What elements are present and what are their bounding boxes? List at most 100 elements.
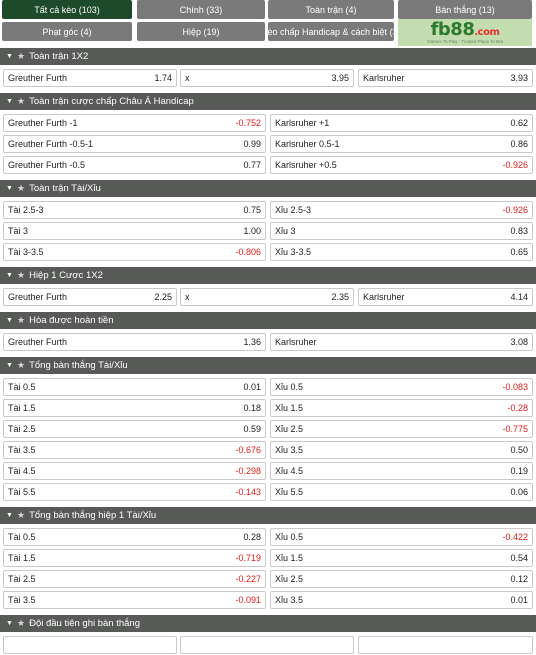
odds-value: -0.227 [235,574,261,584]
odds-cell[interactable]: Tài 4.5 -0.298 [3,462,266,480]
odds-cell[interactable]: Tài 2.5-3 0.75 [3,201,266,219]
market-header[interactable]: ▼ ★ Toàn trận cược chấp Châu Á Handicap [0,93,536,110]
star-icon[interactable]: ★ [17,183,26,193]
selection-label: Karlsruher +1 [275,118,330,128]
odds-cell[interactable]: Xỉu 0.5 -0.083 [270,378,533,396]
odds-cell[interactable]: Xỉu 2.5 0.12 [270,570,533,588]
odds-cell[interactable]: Xỉu 4.5 0.19 [270,462,533,480]
tab-6[interactable]: Kèo chấp Handicap & cách biệt (3) [268,22,394,41]
star-icon[interactable]: ★ [17,270,26,280]
fb88-logo[interactable]: fb88.com Games To Play · Trusted Place To… [398,19,532,46]
odds-value: 0.28 [243,532,261,542]
tab-0[interactable]: Tất cả kèo (103) [2,0,132,19]
odds-cell[interactable]: Xỉu 3.5 0.50 [270,441,533,459]
odds-cell[interactable] [180,636,354,654]
selection-label: Xỉu 3 [275,226,296,236]
selection-label: Xỉu 3.5 [275,595,304,605]
odds-cell[interactable]: x 3.95 [180,69,354,87]
star-icon[interactable]: ★ [17,315,26,325]
odds-value: 3.93 [510,73,528,83]
tab-4[interactable]: Phạt góc (4) [2,22,132,41]
market-header[interactable]: ▼ ★ Toàn trận Tài/Xỉu [0,180,536,197]
odds-cell[interactable]: Tài 0.5 0.28 [3,528,266,546]
market-header[interactable]: ▼ ★ Toàn trận 1X2 [0,48,536,65]
odds-value: -0.926 [502,205,528,215]
selection-label: Karlsruher [363,73,405,83]
star-icon[interactable]: ★ [17,618,26,628]
odds-cell[interactable]: Karlsruher +1 0.62 [270,114,533,132]
star-icon[interactable]: ★ [17,51,26,61]
odds-value: 4.14 [510,292,528,302]
odds-value: 0.01 [510,595,528,605]
odds-value: -0.719 [235,553,261,563]
selection-label: Xỉu 2.5 [275,424,304,434]
odds-cell[interactable]: Xỉu 2.5-3 -0.926 [270,201,533,219]
odds-cell[interactable]: Karlsruher 3.08 [270,333,533,351]
odds-cell[interactable]: Greuther Furth -0.5 0.77 [3,156,266,174]
odds-cell[interactable]: Tài 1.5 -0.719 [3,549,266,567]
odds-cell[interactable]: Xỉu 3.5 0.01 [270,591,533,609]
odds-value: -0.143 [235,487,261,497]
market-header[interactable]: ▼ ★ Tổng bàn thắng Tài/Xỉu [0,357,536,374]
selection-label: Tài 4.5 [8,466,36,476]
star-icon[interactable]: ★ [17,96,26,106]
caret-down-icon[interactable]: ▼ [6,98,13,105]
caret-down-icon[interactable]: ▼ [6,185,13,192]
odds-cell[interactable]: Karlsruher 4.14 [358,288,533,306]
odds-cell[interactable]: Tài 3 1.00 [3,222,266,240]
selection-label: Tài 2.5 [8,424,36,434]
caret-down-icon[interactable]: ▼ [6,512,13,519]
odds-value: 0.86 [510,139,528,149]
odds-cell[interactable]: Greuther Furth -0.5-1 0.99 [3,135,266,153]
caret-down-icon[interactable]: ▼ [6,317,13,324]
odds-cell[interactable]: Tài 3-3.5 -0.806 [3,243,266,261]
star-icon[interactable]: ★ [17,510,26,520]
caret-down-icon[interactable]: ▼ [6,362,13,369]
caret-down-icon[interactable]: ▼ [6,53,13,60]
odds-cell[interactable]: Greuther Furth 1.74 [3,69,177,87]
odds-cell[interactable]: Xỉu 0.5 -0.422 [270,528,533,546]
odds-cell[interactable]: Tài 5.5 -0.143 [3,483,266,501]
tab-1[interactable]: Chính (33) [137,0,265,19]
market-header[interactable]: ▼ ★ Hiệp 1 Cược 1X2 [0,267,536,284]
odds-cell[interactable]: Tài 0.5 0.01 [3,378,266,396]
odds-cell[interactable]: x 2.35 [180,288,354,306]
odds-value: 0.62 [510,118,528,128]
odds-cell[interactable]: Karlsruher +0.5 -0.926 [270,156,533,174]
odds-cell[interactable]: Tài 1.5 0.18 [3,399,266,417]
odds-cell[interactable]: Xỉu 1.5 0.54 [270,549,533,567]
odds-cell[interactable]: Xỉu 1.5 -0.28 [270,399,533,417]
market-header[interactable]: ▼ ★ Hòa được hoàn tiền [0,312,536,329]
market-header[interactable]: ▼ ★ Đội đầu tiên ghi bàn thắng [0,615,536,632]
odds-cell[interactable]: Tài 3.5 -0.676 [3,441,266,459]
tab-2[interactable]: Toàn trận (4) [268,0,394,19]
caret-down-icon[interactable]: ▼ [6,620,13,627]
odds-value: 0.12 [510,574,528,584]
selection-label: Xỉu 3-3.5 [275,247,312,257]
odds-cell[interactable]: Xỉu 2.5 -0.775 [270,420,533,438]
odds-cell[interactable]: Tài 3.5 -0.091 [3,591,266,609]
selection-label: x [185,292,190,302]
caret-down-icon[interactable]: ▼ [6,272,13,279]
odds-cell[interactable]: Greuther Furth 1.36 [3,333,266,351]
odds-cell[interactable] [3,636,177,654]
selection-label: Tài 3-3.5 [8,247,44,257]
odds-cell[interactable]: Xỉu 5.5 0.06 [270,483,533,501]
odds-value: -0.298 [235,466,261,476]
odds-value: -0.926 [502,160,528,170]
odds-cell[interactable]: Greuther Furth 2.25 [3,288,177,306]
odds-cell[interactable] [358,636,533,654]
star-icon[interactable]: ★ [17,360,26,370]
odds-cell[interactable]: Karlsruher 0.5-1 0.86 [270,135,533,153]
selection-label: Xỉu 2.5-3 [275,205,312,215]
market-header[interactable]: ▼ ★ Tổng bàn thắng hiệp 1 Tài/Xỉu [0,507,536,524]
odds-value: 0.19 [510,466,528,476]
odds-cell[interactable]: Xỉu 3-3.5 0.65 [270,243,533,261]
odds-cell[interactable]: Tài 2.5 0.59 [3,420,266,438]
odds-cell[interactable]: Karlsruher 3.93 [358,69,533,87]
tab-3[interactable]: Bàn thắng (13) [398,0,532,19]
odds-cell[interactable]: Tài 2.5 -0.227 [3,570,266,588]
tab-5[interactable]: Hiệp (19) [137,22,265,41]
odds-cell[interactable]: Greuther Furth -1 -0.752 [3,114,266,132]
odds-cell[interactable]: Xỉu 3 0.83 [270,222,533,240]
